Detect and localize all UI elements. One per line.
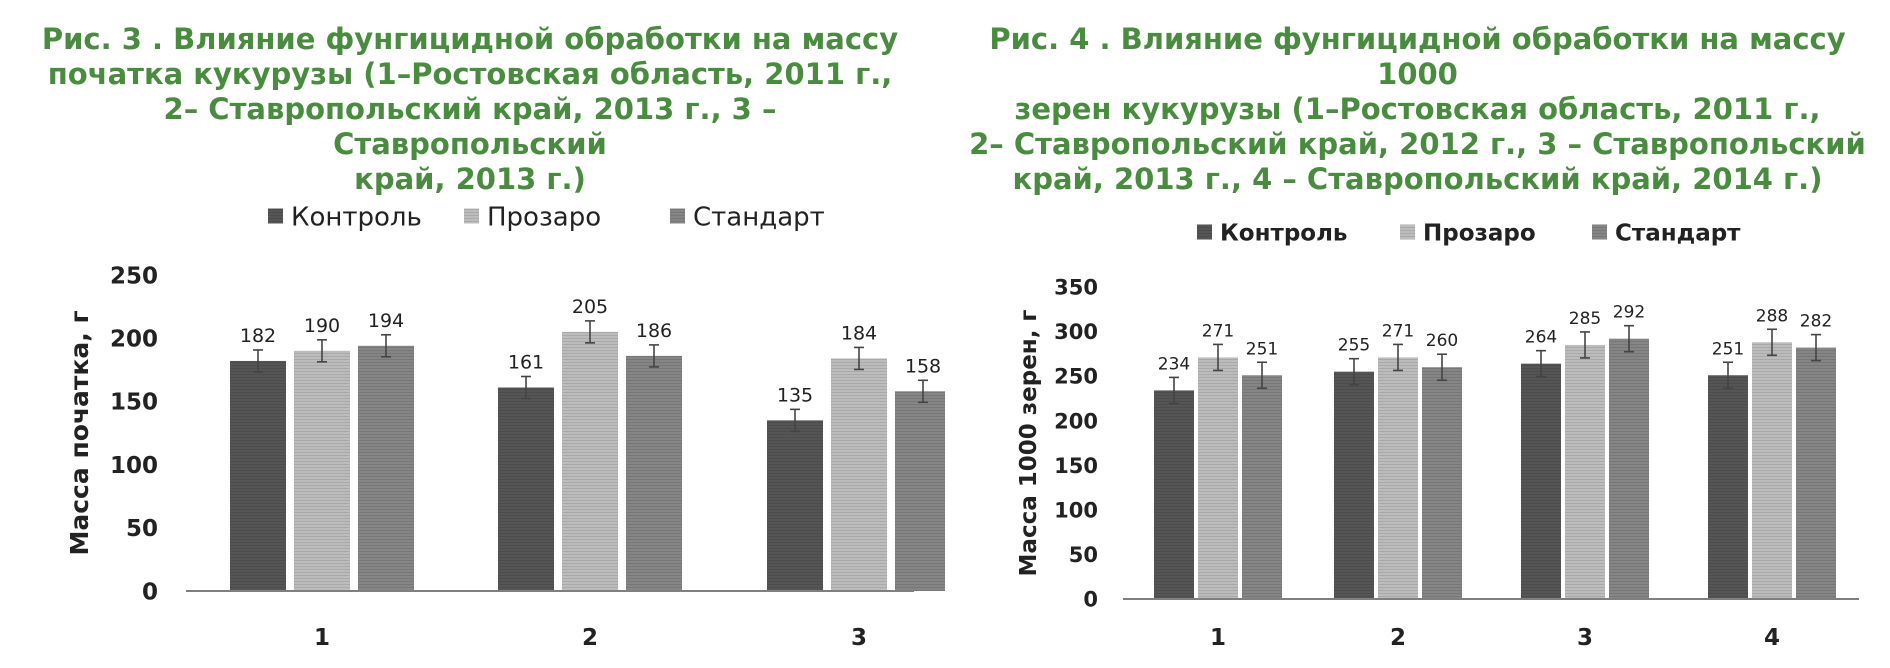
y-axis-label: Масса початка, г — [65, 310, 94, 555]
bar-стандарт-2 — [626, 355, 682, 591]
data-label: 205 — [572, 296, 608, 318]
data-label: 182 — [240, 325, 276, 347]
y-tick-label: 250 — [1054, 365, 1098, 389]
bar-контроль-1 — [230, 360, 286, 591]
bar-прозаро-3 — [831, 358, 887, 591]
x-tick-label: 1 — [1210, 625, 1226, 651]
data-label: 255 — [1338, 336, 1370, 356]
data-label: 285 — [1569, 309, 1601, 329]
y-tick-label: 100 — [110, 453, 158, 479]
data-label: 271 — [1382, 321, 1414, 341]
x-tick-label: 1 — [314, 625, 330, 651]
figure-4-panel: Рис. 4 . Влияние фунгицидной обработки н… — [945, 0, 1890, 668]
y-tick-label: 300 — [1054, 320, 1098, 344]
data-label: 288 — [1756, 306, 1788, 326]
bar-прозаро-2 — [1378, 357, 1418, 599]
bar-стандарт-1 — [358, 345, 414, 591]
figure-3-chart: Контроль Прозаро Стандарт 0 50 100 150 200 250 Ма… — [65, 202, 945, 651]
data-label: 161 — [508, 351, 544, 373]
x-tick-label: 4 — [1764, 625, 1780, 651]
data-label: 158 — [905, 355, 941, 377]
bar-стандарт-3 — [895, 391, 945, 591]
data-label: 271 — [1202, 321, 1234, 341]
bar-контроль-2 — [498, 387, 554, 591]
bar-прозаро-4 — [1752, 342, 1792, 599]
bar-прозаро-3 — [1565, 344, 1605, 599]
bar-контроль-3 — [1521, 363, 1561, 599]
y-tick-label: 50 — [126, 516, 158, 542]
data-label: 282 — [1800, 312, 1832, 332]
data-label: 251 — [1246, 339, 1278, 359]
figure-4-caption: Рис. 4 . Влияние фунгицидной обработки н… — [969, 22, 1866, 196]
data-label: 292 — [1613, 303, 1645, 323]
y-tick-label: 200 — [110, 326, 158, 352]
legend-swatch-прозаро — [464, 208, 479, 224]
figure-3-panel: Рис. 3 . Влияние фунгицидной обработки н… — [41, 22, 945, 651]
x-tick-label: 2 — [582, 625, 598, 651]
data-label: 264 — [1525, 328, 1557, 348]
bar-контроль-2 — [1334, 371, 1374, 599]
y-tick-label: 100 — [1054, 498, 1098, 522]
bar-прозаро-1 — [294, 350, 350, 591]
data-label: 190 — [304, 315, 340, 337]
legend-label-стандарт: Стандарт — [693, 202, 825, 232]
y-tick-label: 50 — [1069, 543, 1098, 567]
legend-swatch-стандарт — [1592, 224, 1607, 240]
y-tick-label: 200 — [1054, 409, 1098, 433]
y-tick-label: 150 — [1054, 454, 1098, 478]
y-axis-label: Масса 1000 зерен, г — [1016, 310, 1042, 577]
bar-стандарт-1 — [1242, 375, 1282, 599]
data-label: 251 — [1712, 339, 1744, 359]
data-label: 260 — [1426, 331, 1458, 351]
bar-прозаро-2 — [562, 331, 618, 591]
data-label: 184 — [841, 322, 877, 344]
x-tick-label: 3 — [851, 625, 867, 651]
bar-контроль-1 — [1154, 390, 1194, 599]
bar-прозаро-1 — [1198, 357, 1238, 599]
y-tick-label: 250 — [110, 263, 158, 289]
data-label: 234 — [1158, 354, 1190, 374]
bar-контроль-3 — [767, 420, 823, 591]
y-tick-label: 350 — [1054, 276, 1098, 300]
legend-swatch-контроль — [268, 208, 283, 224]
legend-swatch-стандарт — [670, 208, 685, 224]
data-label: 194 — [368, 310, 404, 332]
bar-стандарт-2 — [1422, 367, 1462, 599]
legend-label-прозаро: Прозаро — [1423, 220, 1536, 246]
x-tick-label: 3 — [1577, 625, 1593, 651]
legend-swatch-прозаро — [1400, 224, 1415, 240]
bar-стандарт-3 — [1609, 338, 1649, 599]
data-label: 186 — [636, 320, 672, 342]
legend-label-прозаро: Прозаро — [487, 202, 601, 232]
bar-стандарт-4 — [1796, 347, 1836, 599]
legend-label-контроль: Контроль — [291, 202, 422, 232]
figure-4-chart: Контроль Прозаро Стандарт 0 50 100 150 200 250 30… — [1016, 220, 1859, 651]
x-tick-label: 2 — [1390, 625, 1406, 651]
legend-swatch-контроль — [1197, 224, 1212, 240]
y-tick-label: 0 — [142, 579, 158, 605]
bar-контроль-4 — [1708, 375, 1748, 599]
legend-label-контроль: Контроль — [1220, 220, 1347, 246]
y-tick-label: 150 — [110, 390, 158, 416]
y-tick-label: 0 — [1083, 588, 1098, 612]
figure-3-caption: Рис. 3 . Влияние фунгицидной обработки н… — [41, 22, 899, 196]
legend-label-стандарт: Стандарт — [1615, 220, 1741, 246]
data-label: 135 — [777, 384, 813, 406]
